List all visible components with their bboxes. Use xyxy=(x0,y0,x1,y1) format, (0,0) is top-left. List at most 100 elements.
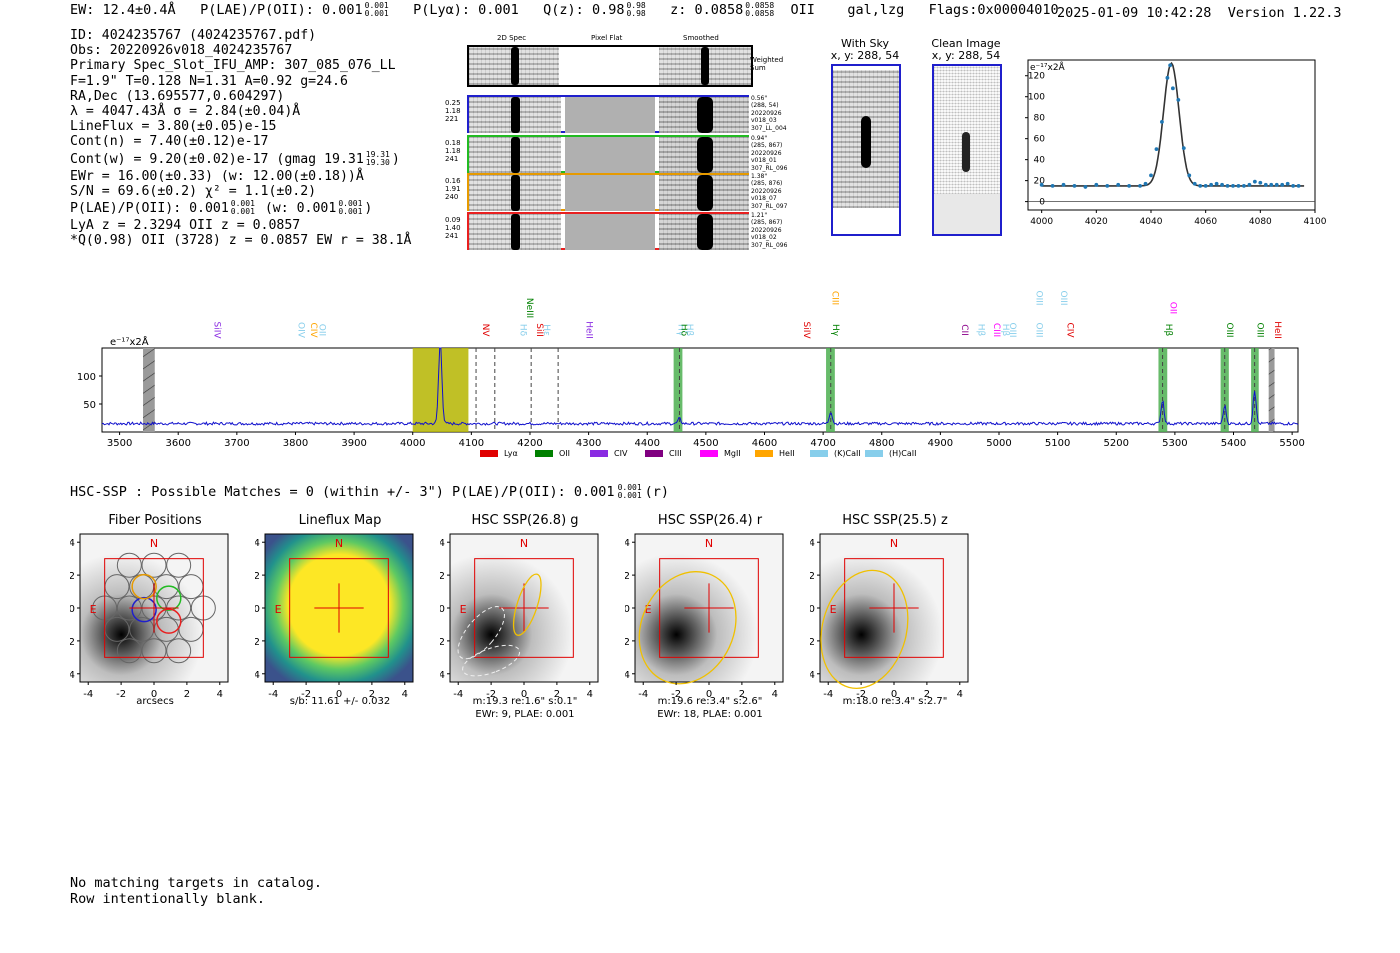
full-axes-frame xyxy=(101,347,1299,433)
panel-ytick-label: -2 xyxy=(810,637,815,648)
zoom-data-point xyxy=(1296,183,1301,188)
info-obs: Obs: 20220926v018_4024235767 xyxy=(70,43,293,59)
panel-xtick-label: 0 xyxy=(706,689,712,700)
panel-ytick-label: 4 xyxy=(440,538,445,549)
header-qz-lo: 0.98 xyxy=(626,9,646,18)
line-marker-label: Hβ xyxy=(684,324,694,337)
fiber-circle xyxy=(166,638,192,664)
line-marker-label: OIII xyxy=(1007,322,1017,337)
zoom-data-point xyxy=(1291,183,1296,188)
legend-swatch xyxy=(645,450,663,457)
spec2d-row-left-value: 1.18 xyxy=(445,147,461,155)
north-label: N xyxy=(335,537,343,550)
panel-xtick-label: -2 xyxy=(486,689,496,700)
zoom-data-point xyxy=(1269,182,1274,187)
panel-xtick-label: -4 xyxy=(268,689,278,700)
header-qz-hi: 0.98 xyxy=(626,1,646,10)
footer-note: No matching targets in catalog. Row inte… xyxy=(70,875,322,907)
full-hatched-band xyxy=(1268,348,1275,432)
spec2d-row-right-value: 307_RL_096 xyxy=(751,164,788,172)
legend-label: HeII xyxy=(779,449,795,458)
spec2d-row-left-value: 0.09 xyxy=(445,216,461,224)
full-units-label: e⁻¹⁷x2Å xyxy=(110,335,149,348)
zoom-data-point xyxy=(1252,179,1257,184)
panel-ytick-label: -4 xyxy=(255,670,260,681)
zoom-data-point xyxy=(1242,183,1246,188)
header-version: Version 1.22.3 xyxy=(1227,5,1342,21)
zoom-data-point xyxy=(1231,183,1235,188)
info-plae-lo: 0.001 xyxy=(230,206,255,216)
spec2d-row-right-value: 1.38" xyxy=(751,173,768,180)
line-marker-label: CIV xyxy=(308,322,318,338)
spec2d-row xyxy=(467,95,749,133)
info-contw-end: ) xyxy=(391,151,400,167)
zoom-data-point xyxy=(1247,182,1252,187)
header-plae-lo: 0.001 xyxy=(364,9,389,18)
line-marker-label: HeII xyxy=(1272,321,1282,339)
fiber-circle xyxy=(141,638,167,664)
cutout-panel: Lineflux Map N E -4 -2 0 2 4 4 2 0 -2 -4 s/b: 11.61 +… xyxy=(255,510,435,725)
cutout-panel-caption-2: EWr: 9, PLAE: 0.001 xyxy=(475,709,575,720)
zoom-data-point xyxy=(1220,182,1224,187)
line-marker-label: Hδ xyxy=(518,324,528,337)
cutout-withsky-title: With Sky x, y: 288, 54 xyxy=(822,38,908,62)
cutout-panel-title: HSC SSP(25.5) z xyxy=(842,513,948,528)
cutout-panel-image: N E -4 -2 0 2 4 4 2 0 -2 -4 xyxy=(625,533,784,700)
spec2d-row-right-value: 307_RL_096 xyxy=(751,241,788,249)
panel-ytick-label: -2 xyxy=(70,637,75,648)
panel-xtick-label: 4 xyxy=(217,689,223,700)
legend-swatch xyxy=(865,450,883,457)
panel-xtick-label: -4 xyxy=(453,689,463,700)
info-id: ID: 4024235767 (4024235767.pdf) xyxy=(70,28,317,43)
zoom-data-point xyxy=(1225,183,1230,188)
weighted-sum-label: Weighted Sum xyxy=(750,56,784,72)
fiber-circle xyxy=(116,552,142,578)
panel-ytick-label: -2 xyxy=(625,637,630,648)
line-marker-label: Hε xyxy=(541,324,551,336)
zoom-data-point xyxy=(1209,182,1214,187)
line-marker-label: SiII xyxy=(534,323,544,337)
line-marker-label: Hγ xyxy=(675,324,685,337)
spec2d-row-left-value: 241 xyxy=(445,232,459,240)
zoom-data-point xyxy=(1258,180,1263,185)
cutout-panel-title: Fiber Positions xyxy=(108,513,202,528)
zoom-data-point xyxy=(1105,183,1110,188)
legend-swatch xyxy=(535,450,553,457)
spec2d-row-right-value: (288, 54) xyxy=(751,102,779,110)
line-marker-label: Hδ xyxy=(678,324,688,337)
spec2d-row-right-value: 20220926 xyxy=(751,226,782,234)
zoom-data-point xyxy=(1168,63,1173,68)
zoom-data-point xyxy=(1236,183,1241,188)
spec2d-row-right-label: 1.38" (285, 876) 20220926 v018_07 307_RL_097 xyxy=(751,173,795,210)
full-xtick-label: 4000 xyxy=(400,438,425,449)
cutout-withsky-title-text: With Sky xyxy=(841,37,889,50)
panel-xtick-label: 2 xyxy=(369,689,375,700)
cutout-panel: HSC SSP(25.5) z N E -4 -2 0 2 4 4 2 0 -2 -4 m:18.0 re… xyxy=(810,510,990,725)
header-z-hi: 0.0858 xyxy=(745,1,775,10)
spec2d-row-left-label: 0.25 1.18 221 xyxy=(445,99,467,123)
info-plae-hi: 0.001 xyxy=(230,198,255,208)
line-marker-label: SiIV xyxy=(212,321,222,339)
zoom-data-point xyxy=(1039,182,1044,187)
fiber-circle xyxy=(166,552,192,578)
info-sn: S/N = 69.6(±0.2) χ² = 1.1(±0.2) xyxy=(70,183,317,199)
line-marker-label: CIII xyxy=(830,291,840,305)
line-marker-label: OIII xyxy=(1255,322,1265,337)
full-xtick-label: 5000 xyxy=(986,438,1011,449)
panel-xtick-label: -4 xyxy=(823,689,833,700)
legend-swatch xyxy=(810,450,828,457)
full-ytick-label: 50 xyxy=(83,400,96,411)
cutout-panel-title: Lineflux Map xyxy=(298,513,382,528)
spec2d-row-right-value: v018_02 xyxy=(751,234,777,242)
legend-swatch xyxy=(590,450,608,457)
info-plae-w-lo: 0.001 xyxy=(338,206,363,216)
header-timestamp: 2025-01-09 10:42:28 xyxy=(1057,5,1212,21)
panel-ytick-label: 2 xyxy=(70,571,75,582)
zoom-data-point xyxy=(1127,183,1132,188)
zoom-data-point xyxy=(1187,173,1192,178)
info-contw-lo: 19.30 xyxy=(365,157,390,167)
east-label: E xyxy=(645,603,652,616)
header-ew: EW: 12.4±0.4Å xyxy=(70,2,176,18)
header-plae-hi: 0.001 xyxy=(364,1,389,10)
